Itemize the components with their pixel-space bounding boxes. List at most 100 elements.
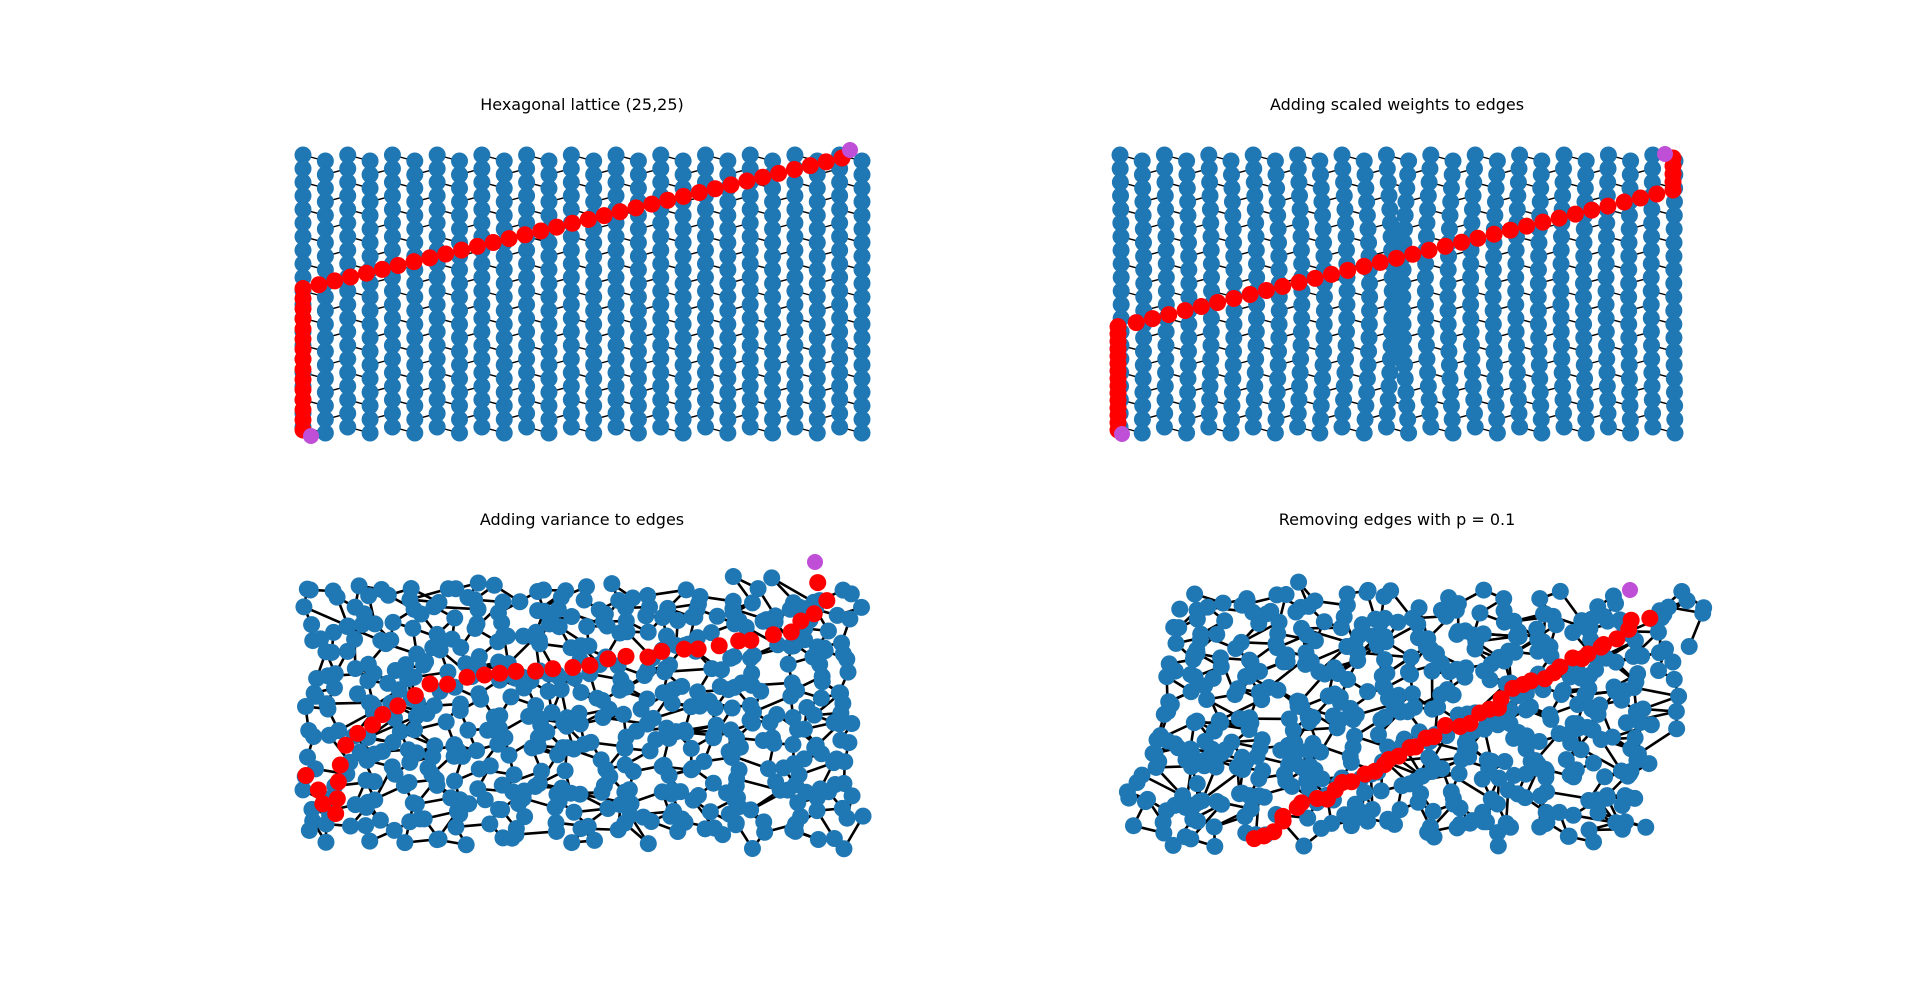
graph-node (741, 214, 759, 232)
graph-node (1577, 424, 1595, 442)
path-node (337, 736, 355, 754)
graph-node (514, 789, 532, 807)
graph-node (1182, 758, 1200, 776)
graph-node (607, 418, 625, 436)
graph-node (319, 700, 337, 718)
graph-node (518, 173, 536, 191)
graph-node (585, 152, 603, 170)
graph-node (704, 774, 722, 792)
graph-node (674, 424, 692, 442)
graph-node (454, 747, 472, 765)
graph-node (562, 296, 580, 314)
path-node (1257, 281, 1275, 299)
graph-node (1511, 418, 1529, 436)
graph-node (682, 739, 700, 757)
graph-node (1156, 173, 1174, 191)
graph-node (1277, 586, 1295, 604)
graph-node (585, 329, 603, 347)
graph-node (1574, 302, 1592, 320)
graph-node (1394, 302, 1412, 320)
graph-node (1485, 356, 1503, 374)
graph-node (1158, 668, 1176, 686)
graph-node (1223, 193, 1241, 211)
graph-node (629, 329, 647, 347)
graph-node (428, 160, 446, 178)
graph-node (1599, 173, 1617, 191)
graph-node (696, 364, 714, 382)
graph-node (673, 677, 691, 695)
graph-node (741, 377, 759, 395)
graph-node (1167, 634, 1185, 652)
graph-node (1666, 410, 1684, 428)
graph-node (1134, 206, 1152, 224)
graph-node (451, 315, 469, 333)
graph-node (562, 336, 580, 354)
graph-node (853, 315, 871, 333)
graph-node (1270, 315, 1288, 333)
graph-node (1134, 193, 1152, 211)
graph-node (1532, 179, 1550, 197)
graph-node (1222, 424, 1240, 442)
graph-node (831, 391, 849, 409)
graph-node (339, 404, 357, 422)
graph-node (1355, 424, 1373, 442)
graph-node (1644, 404, 1662, 422)
graph-node (1337, 241, 1355, 259)
graph-node (540, 166, 558, 184)
graph-node (585, 247, 603, 265)
graph-node (549, 600, 567, 618)
graph-node (1665, 220, 1683, 238)
graph-node (473, 309, 491, 327)
graph-node (473, 336, 491, 354)
graph-node (439, 663, 457, 681)
graph-node (339, 282, 357, 300)
graph-node (1377, 146, 1395, 164)
path-node (782, 623, 800, 641)
graph-node (540, 288, 558, 306)
graph-node (652, 377, 670, 395)
path-node (738, 172, 756, 190)
graph-node (1509, 377, 1527, 395)
graph-node (1643, 336, 1661, 354)
graph-node (540, 410, 558, 428)
graph-node (1202, 309, 1220, 327)
graph-node (577, 578, 595, 596)
path-node (342, 268, 360, 286)
graph-node (447, 818, 465, 836)
graph-node (1225, 342, 1243, 360)
graph-node (741, 296, 759, 314)
graph-node (1268, 179, 1286, 197)
graph-node (562, 282, 580, 300)
graph-node (674, 356, 692, 374)
graph-node (1620, 274, 1638, 292)
graph-node (1466, 146, 1484, 164)
graph-node (766, 613, 784, 631)
path-node (1550, 209, 1568, 227)
graph-node (1442, 397, 1460, 415)
graph-node (696, 241, 714, 259)
graph-node (1335, 173, 1353, 191)
graph-node (1443, 410, 1461, 428)
graph-node (1439, 261, 1457, 279)
graph-node (1488, 424, 1506, 442)
nodes (1111, 146, 1684, 442)
graph-node (339, 228, 357, 246)
graph-node (764, 234, 782, 252)
path-node (1339, 261, 1357, 279)
graph-node (1361, 288, 1379, 306)
graph-node (1245, 173, 1263, 191)
graph-node (808, 356, 826, 374)
graph-node (1382, 336, 1400, 354)
graph-node (473, 268, 491, 286)
graph-node (1178, 152, 1196, 170)
graph-node (304, 812, 322, 830)
graph-node (1337, 336, 1355, 354)
graph-node (1380, 187, 1398, 205)
graph-node (401, 591, 419, 609)
graph-node (853, 274, 871, 292)
graph-node (540, 356, 558, 374)
path-node (627, 199, 645, 217)
graph-node (466, 619, 484, 637)
graph-node (724, 568, 742, 586)
graph-node (1394, 329, 1412, 347)
